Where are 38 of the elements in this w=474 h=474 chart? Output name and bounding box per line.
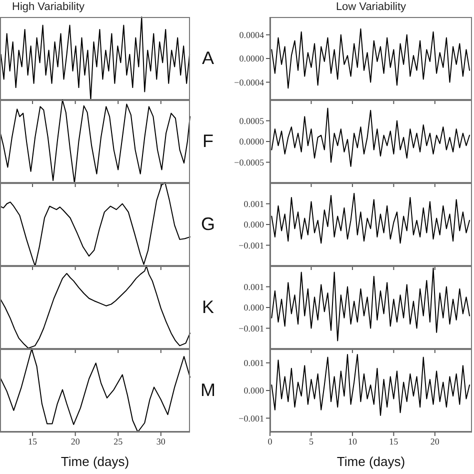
x-axis-title: Time (days) [60, 454, 130, 469]
x-tick-label: 15 [389, 436, 399, 446]
y-tick-label: 0.0005 [239, 116, 264, 126]
x-tick-label: 20 [70, 436, 80, 446]
chart-title: Low Variability [334, 1, 408, 13]
line-series [271, 28, 470, 89]
x-tick-label: 5 [308, 436, 314, 446]
y-tick-label: 0.0004 [239, 30, 264, 40]
y-tick-label: 0.0000 [239, 136, 264, 147]
line-series [271, 192, 470, 244]
line-series [271, 354, 470, 416]
x-tick-label: 30 [156, 436, 166, 446]
text: F [202, 130, 214, 152]
x-tick-label: 0 [268, 436, 273, 446]
y-tick-label: −0.0005 [234, 157, 264, 168]
y-tick-label: −0.001 [238, 323, 264, 334]
text: M [200, 380, 216, 400]
x-tick-label: 25 [114, 436, 124, 446]
text: K [200, 296, 215, 318]
line-series [271, 268, 470, 342]
chart-title: High Variability [12, 1, 86, 13]
x-tick-label: 10 [348, 436, 358, 446]
text: G [200, 214, 216, 234]
line-series [271, 108, 470, 167]
y-tick-label: 0.001 [244, 198, 264, 209]
y-tick-label: 0.0000 [239, 54, 264, 64]
y-tick-label: −0.0004 [234, 77, 264, 88]
x-tick-label: 20 [430, 436, 440, 446]
y-tick-label: 0.000 [244, 386, 264, 396]
text: A [200, 48, 215, 68]
y-tick-label: 0.001 [244, 282, 264, 292]
x-axis-title: Time (days) [336, 454, 406, 469]
y-tick-label: −0.001 [238, 240, 264, 250]
y-tick-label: 0.000 [244, 220, 264, 230]
x-tick-label: 15 [28, 436, 38, 446]
y-tick-label: 0.000 [244, 302, 264, 313]
y-tick-label: −0.001 [238, 413, 264, 424]
y-tick-label: 0.001 [244, 358, 264, 368]
